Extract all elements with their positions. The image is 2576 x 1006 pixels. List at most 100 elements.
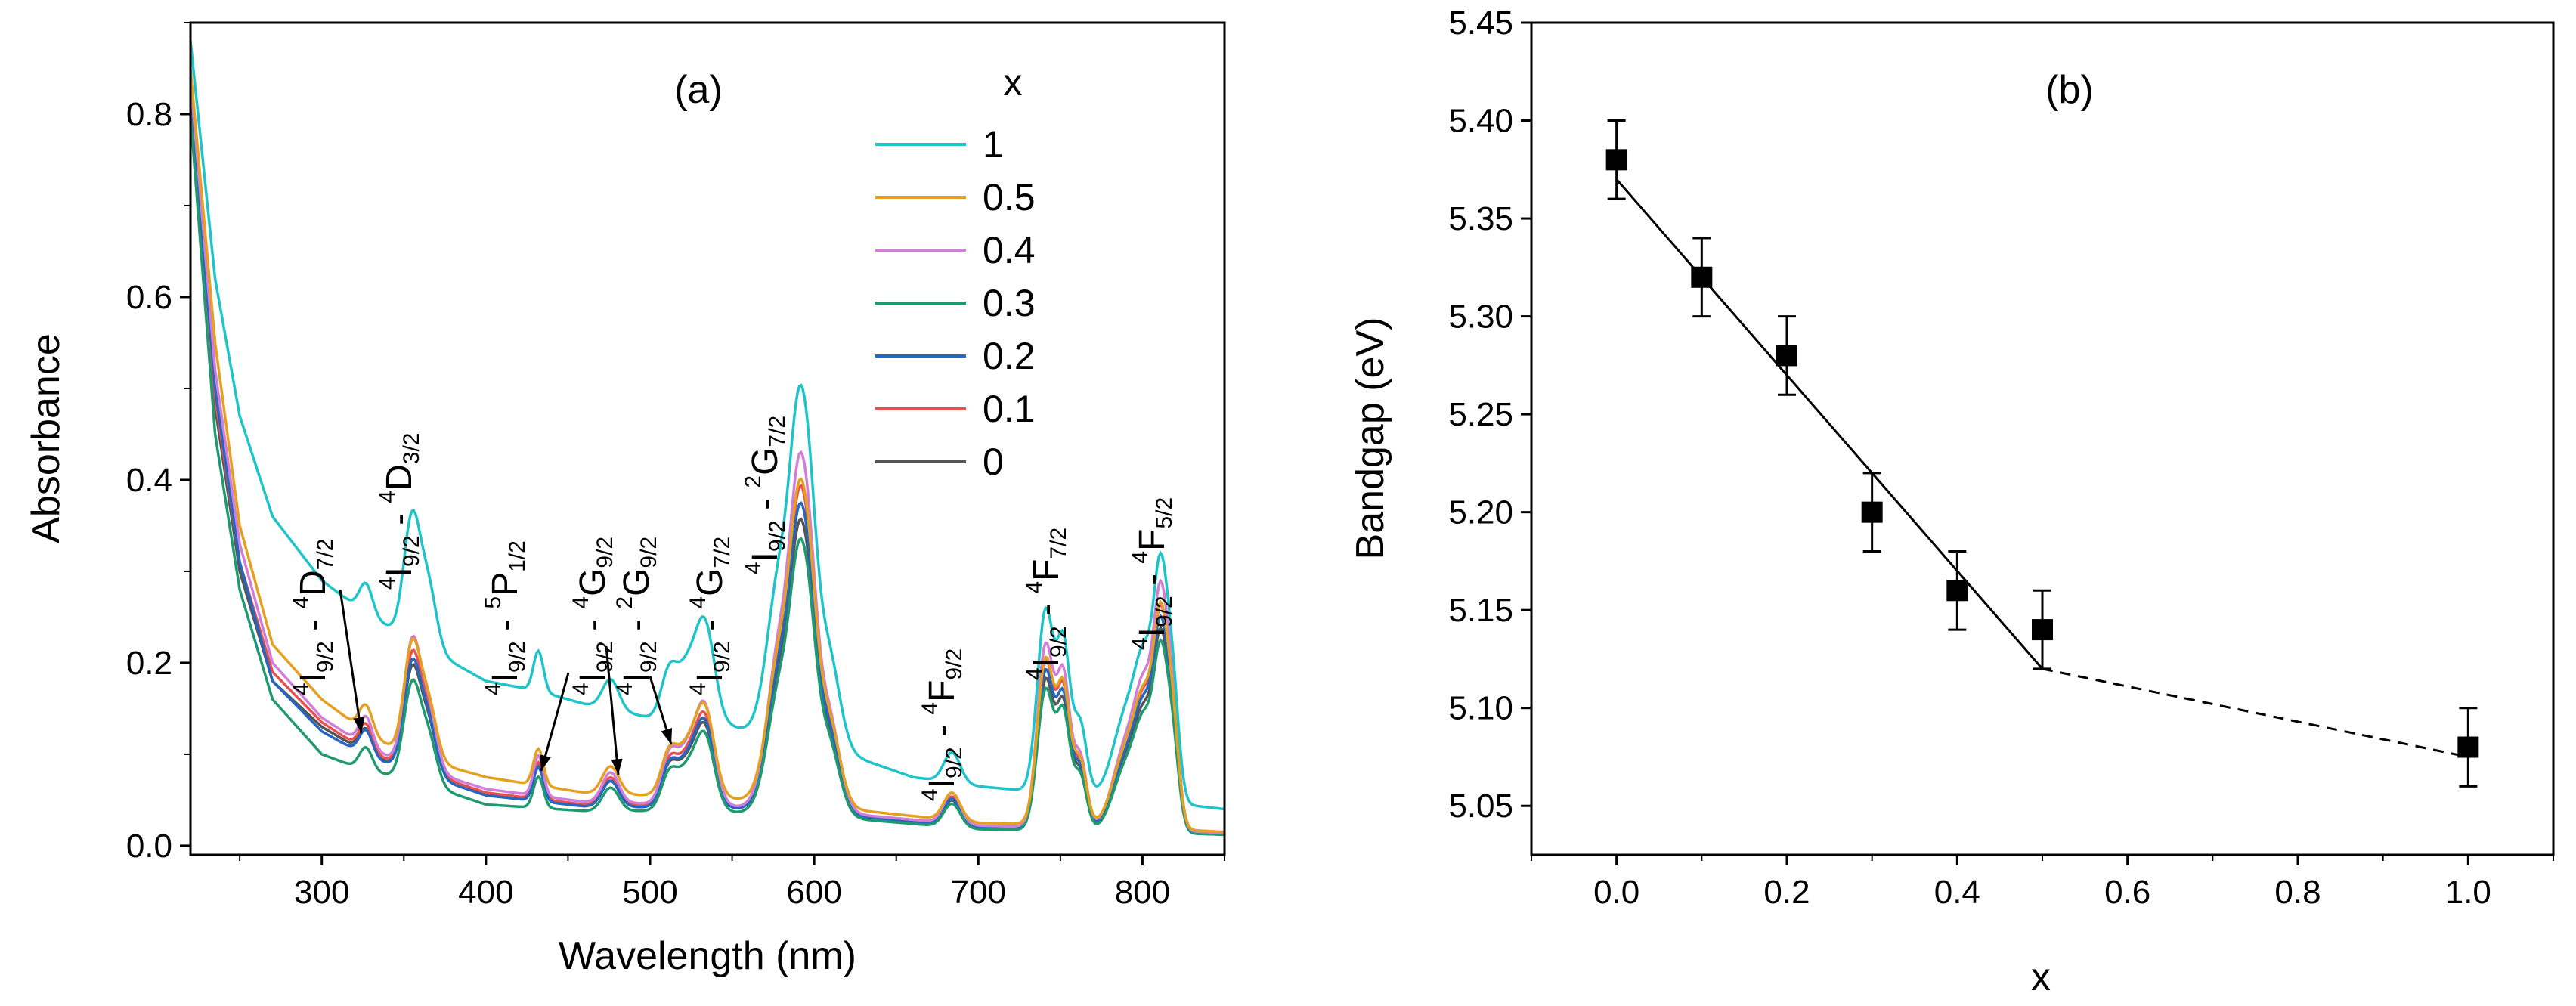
fit-line: [1615, 178, 2044, 670]
data-point: [1776, 345, 1797, 367]
transition-label-part: 7/2: [710, 537, 735, 568]
transition-label-part: 4: [1128, 551, 1153, 564]
transition-label-part: -: [1132, 564, 1172, 596]
transition-label-part: 4: [481, 683, 506, 695]
y-tick-label: 5.20: [1448, 494, 1513, 531]
data-point: [2032, 619, 2053, 641]
series-curves: [189, 41, 1225, 837]
transition-label-part: I: [745, 552, 785, 562]
arrow-head: [540, 754, 551, 771]
y-tick-label: 5.10: [1448, 690, 1513, 727]
x-tick-label: 0.0: [1593, 874, 1639, 911]
transition-label-part: 4: [741, 562, 766, 574]
transition-label-part: 4: [289, 683, 314, 695]
transition-label-part: -: [485, 609, 525, 642]
data-point: [2457, 736, 2479, 758]
transition-label-part: 9/2: [710, 641, 735, 673]
data-points: [1605, 119, 2479, 788]
x-axis-title: x: [2031, 955, 2051, 999]
transition-label-part: I: [922, 778, 962, 788]
transition-label-part: 7/2: [765, 416, 790, 447]
legend-entry: 0.2: [983, 335, 1036, 377]
transition-label-part: I: [1132, 627, 1172, 637]
x-tick-label: 0.4: [1934, 874, 1980, 911]
legend-entry: 0.1: [983, 388, 1036, 430]
transition-label-part: D: [379, 464, 420, 491]
data-point: [1691, 266, 1713, 288]
x-tick-label: 0.6: [2104, 874, 2150, 911]
y-tick-label: 0.2: [126, 645, 172, 682]
x-tick-label: 0.2: [1763, 874, 1810, 911]
transition-label-part: 4: [568, 683, 593, 695]
transition-label-part: 1/2: [505, 540, 530, 572]
transition-label-part: I: [690, 673, 730, 683]
transition-label-part: G: [745, 447, 785, 475]
y-tick-label: 5.25: [1448, 396, 1513, 433]
transition-label-part: 7/2: [1046, 528, 1071, 559]
transition-label-part: 9/2: [593, 537, 618, 568]
transition-label-part: 4: [568, 596, 593, 609]
transition-label-part: 2: [612, 596, 637, 609]
transition-label: 4I9/2 - 2G7/2: [741, 416, 790, 574]
transition-label-part: 4: [289, 596, 314, 609]
y-axis-title: Absorbance: [24, 333, 68, 543]
transition-label-part: 9/2: [1046, 626, 1071, 658]
transition-label-part: I: [293, 673, 333, 683]
transition-label-part: 3/2: [399, 433, 424, 465]
panel-b-frame: [1530, 21, 2555, 856]
transition-label-part: 4: [686, 596, 711, 609]
transition-label: 4I9/2 - 5P1/2: [481, 540, 530, 695]
legend-entry: 1: [983, 123, 1004, 166]
transition-label-part: -: [922, 715, 962, 748]
transition-label-part: 4: [918, 788, 943, 801]
transition-label-part: 9/2: [942, 747, 967, 778]
transition-label-part: I: [1026, 658, 1067, 667]
extrapolation-line: [2042, 667, 2469, 758]
transition-label-part: 4: [686, 683, 711, 695]
transition-label-part: -: [573, 609, 613, 642]
legend-entry: 0.4: [983, 229, 1036, 271]
transition-label-part: 9/2: [636, 641, 661, 673]
fit-lines: [1615, 178, 2469, 758]
legend-entry: 0.5: [983, 176, 1036, 218]
panel-label-b: (b): [2045, 68, 2094, 112]
transition-label-part: 9/2: [593, 641, 618, 673]
transition-label-part: I: [573, 673, 613, 683]
axis-ticks: 0.0 0.2 0.4 0.6 0.8 1.0 5.05 5.10 5.15 5.20 5.25 5.…: [1448, 5, 2554, 911]
x-axis-title: Wavelength (nm): [559, 934, 856, 978]
transition-label-part: F: [922, 680, 962, 702]
transition-label: 4I9/2 - 4F9/2: [918, 648, 967, 801]
transition-label-part: 5/2: [1152, 497, 1177, 529]
transition-label: 4I9/2 - 4F7/2: [1022, 528, 1071, 680]
legend: x 1 0.5 0.4 0.3 0.2 0.1 0: [875, 61, 1036, 483]
annotation-arrow: [339, 589, 363, 734]
transition-label-part: 9/2: [1152, 596, 1177, 627]
y-tick-label: 5.15: [1448, 592, 1513, 629]
panel-label-a: (a): [674, 68, 723, 112]
transition-label-part: 9/2: [505, 641, 530, 673]
legend-entry: 0: [983, 441, 1004, 483]
y-tick-label: 5.35: [1448, 200, 1513, 237]
transition-label-part: P: [485, 572, 525, 596]
transition-label: 4I9/2 - 4F5/2: [1128, 497, 1177, 650]
transition-label-part: 9/2: [313, 641, 338, 673]
transition-label-part: I: [379, 567, 420, 577]
y-tick-label: 0.8: [126, 96, 172, 133]
transition-label-part: -: [1026, 594, 1067, 627]
legend-entry: 0.3: [983, 282, 1036, 324]
series-line-0.2: [189, 95, 1225, 835]
legend-title: x: [1004, 61, 1023, 104]
transition-label-part: F: [1026, 559, 1067, 581]
transition-label-part: I: [617, 673, 657, 683]
transition-label-part: 4: [1022, 667, 1047, 680]
transition-label-part: 9/2: [636, 537, 661, 568]
x-tick-label: 500: [622, 874, 677, 911]
transition-label-part: 4: [375, 491, 400, 503]
y-tick-label: 0.0: [126, 828, 172, 865]
panel-a-frame: [189, 21, 1226, 856]
transition-label-part: G: [573, 568, 613, 596]
transition-label-part: 9/2: [942, 648, 967, 680]
arrow-head: [661, 728, 673, 744]
